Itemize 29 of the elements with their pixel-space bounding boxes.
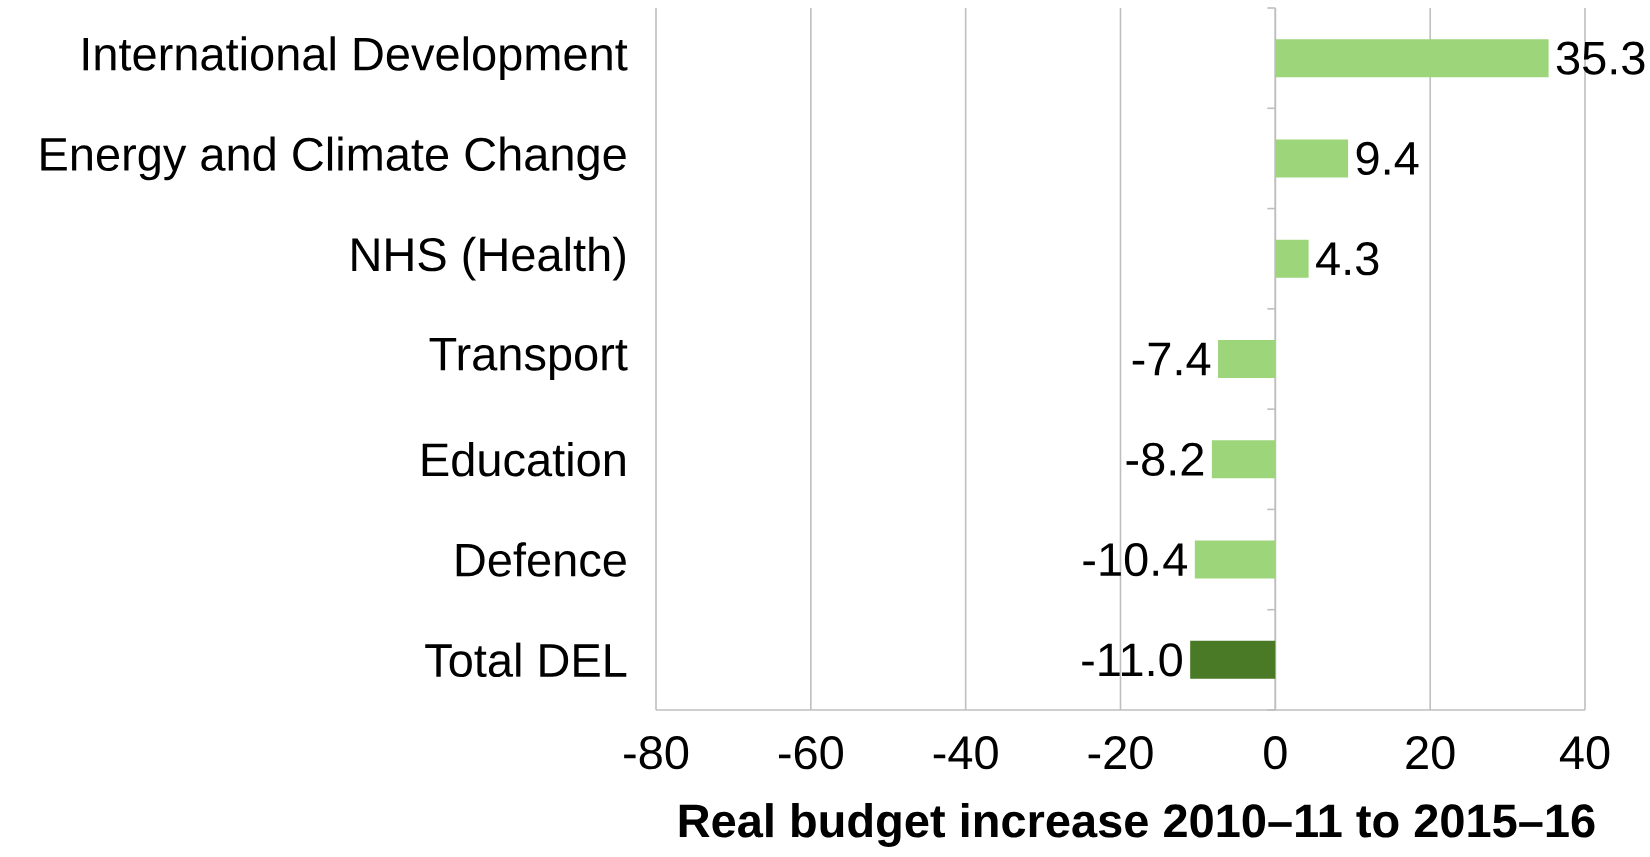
x-tick-label: 0	[1264, 736, 1287, 770]
data-label: -8.2	[1126, 442, 1204, 476]
bar	[1194, 540, 1276, 579]
x-tick-label: 20	[1406, 736, 1455, 770]
data-label: 9.4	[1356, 141, 1419, 176]
y-tick-label: Energy and Climate Change	[41, 136, 626, 181]
x-tick-label: 40	[1559, 736, 1610, 770]
y-tick-label: Education	[422, 442, 625, 477]
y-tick-label: Defence	[456, 542, 626, 577]
bar	[1218, 340, 1276, 379]
bar	[1275, 239, 1309, 278]
x-axis-title: Real budget increase 2010–11 to 2015–16	[679, 803, 1595, 848]
data-label: 35.3	[1556, 41, 1645, 75]
bar	[1190, 640, 1276, 679]
data-label: 4.3	[1316, 242, 1379, 276]
bar	[1275, 139, 1349, 178]
x-tick-label: -60	[778, 736, 843, 770]
y-tick-label: NHS (Health)	[352, 236, 625, 281]
y-tick-label: Total DEL	[425, 642, 627, 678]
data-label: -10.4	[1083, 542, 1188, 577]
bar	[1275, 39, 1549, 78]
y-tick-label: Transport	[429, 337, 628, 381]
data-label: -11.0	[1082, 643, 1182, 677]
y-tick-label: International Development	[83, 36, 628, 81]
x-tick-label: -40	[933, 736, 998, 770]
x-tick-label: -80	[624, 736, 689, 770]
data-label: -7.4	[1132, 342, 1211, 376]
x-tick-label: -20	[1088, 736, 1153, 770]
bar	[1211, 440, 1276, 479]
